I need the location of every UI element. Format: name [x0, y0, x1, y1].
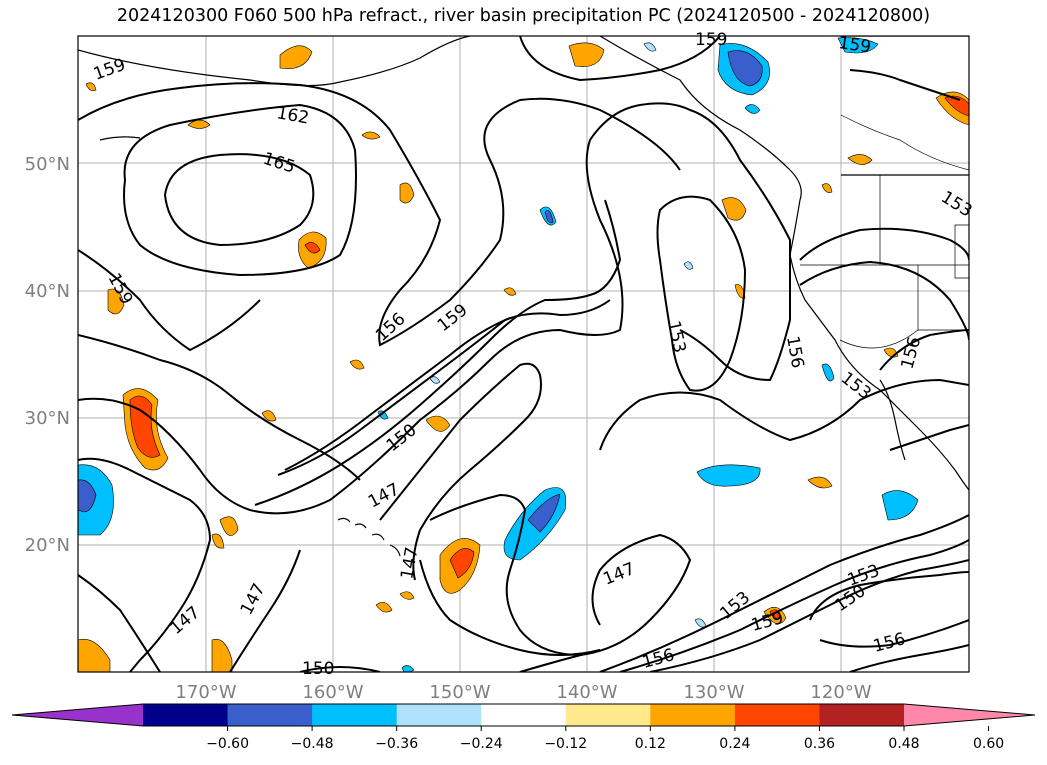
lon-label: 140°W [556, 682, 617, 703]
colorbar-tick-label: −0.24 [460, 736, 503, 752]
colorbar-tick-label: −0.36 [375, 736, 418, 752]
lon-label: 150°W [429, 682, 490, 703]
colorbar-tick-label: 0.36 [804, 736, 835, 752]
lon-label: 130°W [683, 682, 744, 703]
colorbar [11, 703, 1036, 727]
contour-label: 159 [837, 33, 872, 57]
precip-patches [78, 37, 969, 672]
longitude-labels: 170°W 160°W 150°W 140°W 130°W 120°W [175, 682, 871, 703]
colorbar-segment [396, 704, 482, 726]
colorbar-segment [481, 704, 567, 726]
colorbar-extend-max [904, 704, 1035, 726]
colorbar-tick-label: 0.12 [635, 736, 666, 752]
height-contours [78, 36, 969, 672]
lat-label: 20°N [25, 535, 70, 556]
coastlines [78, 36, 969, 557]
lon-label: 120°W [810, 682, 871, 703]
colorbar-segment [565, 704, 651, 726]
colorbar-segment [227, 704, 313, 726]
state-borders [800, 114, 969, 349]
contour-label: 159 [695, 30, 727, 50]
colorbar-outline [11, 703, 1036, 727]
colorbar-tick-label: −0.12 [544, 736, 587, 752]
colorbar-segment [312, 704, 398, 726]
contour-label: 150 [302, 659, 334, 679]
map-background [78, 36, 969, 672]
colorbar-extend-min [12, 704, 143, 726]
colorbar-segment [650, 704, 736, 726]
colorbar-tick-label: 0.60 [973, 736, 1004, 752]
colorbar-ticks: −0.60 −0.48 −0.36 −0.24 −0.12 0.12 0.24 0.36 0.4… [206, 726, 1004, 752]
colorbar-tick-label: −0.60 [206, 736, 249, 752]
lon-label: 170°W [175, 682, 236, 703]
lon-label: 160°W [302, 682, 363, 703]
colorbar-tick-label: 0.48 [888, 736, 919, 752]
colorbar-tick-label: −0.48 [291, 736, 334, 752]
lat-label: 40°N [25, 281, 70, 302]
colorbar-tick-label: 0.24 [719, 736, 750, 752]
lat-label: 50°N [25, 154, 70, 175]
map-frame [77, 35, 970, 673]
lat-label: 30°N [25, 408, 70, 429]
colorbar-segment [819, 704, 905, 726]
map-title: 2024120300 F060 500 hPa refract., river … [116, 6, 931, 26]
colorbar-segment [143, 704, 229, 726]
colorbar-segment [734, 704, 820, 726]
latitude-labels: 50°N 40°N 30°N 20°N [25, 154, 70, 556]
